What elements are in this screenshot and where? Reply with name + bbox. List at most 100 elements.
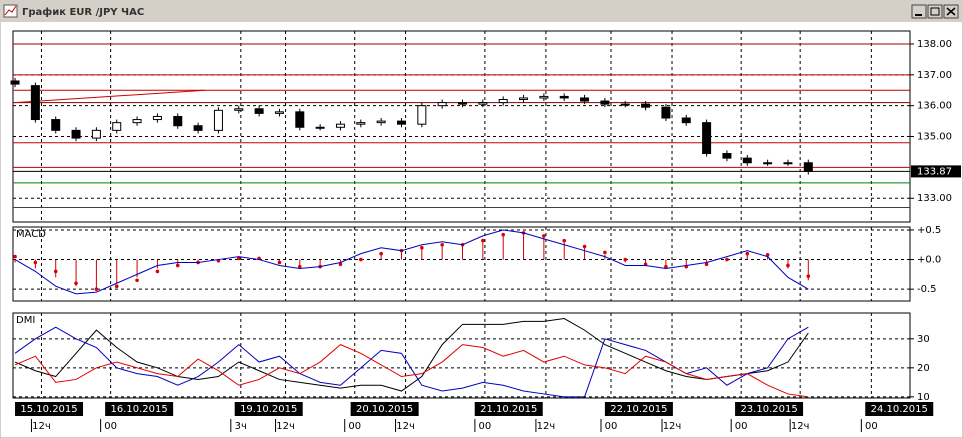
y-tick-label: 10	[917, 392, 930, 403]
signal-dot	[53, 269, 58, 274]
y-tick-label: 135.00	[917, 132, 952, 143]
signal-dot	[623, 257, 628, 262]
date-box	[350, 402, 419, 416]
window-icon-line	[4, 5, 17, 16]
signal-dot	[297, 264, 302, 269]
y-tick-label: 20	[917, 363, 930, 374]
date-label: 16.10.2015	[111, 404, 168, 415]
candle-body	[91, 129, 101, 139]
dmi-line	[14, 317, 809, 392]
candle-body	[71, 129, 81, 139]
candle-body	[620, 103, 630, 106]
date-box	[735, 402, 804, 416]
candle-body	[274, 111, 284, 114]
signal-dot	[725, 257, 729, 262]
price-panel	[12, 30, 911, 223]
x-tick-label: 12ч	[537, 421, 556, 432]
x-tick-label: 12ч	[663, 421, 682, 432]
signal-dot	[664, 264, 668, 269]
signal-dot	[114, 284, 119, 289]
date-box	[15, 402, 84, 416]
signal-dot	[562, 238, 567, 243]
date-box	[865, 402, 934, 416]
minimize-button[interactable]	[911, 4, 927, 19]
candle-body	[10, 80, 20, 85]
candle-body	[132, 119, 142, 124]
candle-body	[783, 162, 793, 165]
candle-body	[803, 162, 813, 172]
signal-dot	[379, 251, 383, 256]
signal-dot	[806, 274, 811, 278]
window-title: График EUR /JPY ЧАС	[22, 6, 144, 18]
signal-dot	[542, 234, 546, 238]
date-label: 20.10.2015	[356, 404, 413, 415]
signal-dot	[745, 251, 750, 256]
date-label: 23.10.2015	[740, 404, 797, 415]
signal-dot	[501, 232, 505, 237]
candle-body	[519, 97, 529, 101]
y-tick-label: 138.00	[917, 39, 952, 50]
date-box	[234, 402, 303, 416]
maximize-icon	[930, 7, 940, 16]
x-tick-label: 00	[348, 421, 361, 432]
candle-body	[722, 152, 732, 159]
price-label: 133.87	[917, 166, 952, 177]
close-icon	[946, 7, 956, 16]
date-label: 22.10.2015	[610, 404, 667, 415]
candle-body	[559, 95, 569, 99]
y-tick-label: +0.0	[917, 255, 941, 266]
y-tick-label: +0.5	[917, 225, 941, 236]
maximize-button[interactable]	[927, 4, 943, 19]
trendline	[15, 89, 206, 104]
candle-body	[30, 85, 40, 121]
signal-dot	[786, 263, 790, 268]
candle-body	[112, 122, 122, 131]
date-label: 24.10.2015	[871, 404, 928, 415]
x-tick-label: 00	[865, 421, 878, 432]
candle-body	[295, 111, 305, 128]
macd-line	[14, 229, 809, 295]
candle-body	[396, 120, 406, 125]
signal-dot	[74, 281, 78, 286]
candle-body	[742, 157, 752, 164]
date-label: 21.10.2015	[480, 404, 537, 415]
candle-body	[641, 103, 651, 108]
dmi-line	[14, 344, 809, 398]
candle-body	[376, 120, 386, 124]
signal-dot	[359, 257, 363, 262]
y-tick-label: -0.5	[917, 284, 937, 295]
signal-dot	[338, 262, 343, 267]
candle-body	[152, 115, 162, 121]
candle-body	[356, 122, 366, 125]
panel-title: DMI	[16, 315, 35, 326]
date-box	[474, 402, 543, 416]
panel-title: MACD	[16, 229, 46, 240]
x-tick-label: 00	[479, 421, 492, 432]
signal-dot	[420, 245, 424, 250]
candle-body	[213, 109, 223, 131]
candle-body	[702, 122, 712, 154]
candle-body	[417, 105, 427, 125]
candle-body	[193, 125, 203, 131]
x-tick-label: 00	[104, 421, 117, 432]
date-label: 19.10.2015	[240, 404, 297, 415]
signal-dot	[135, 278, 139, 283]
candle-body	[661, 106, 671, 119]
signal-dot	[33, 260, 38, 265]
y-tick-label: 136.00	[917, 101, 952, 112]
candle-body	[478, 102, 488, 105]
signal-dot	[603, 250, 607, 255]
candle-body	[335, 123, 345, 128]
title-bar	[0, 0, 963, 22]
x-tick-label: 12ч	[791, 421, 810, 432]
candle-body	[173, 115, 183, 127]
x-tick-label: 3ч	[235, 421, 247, 432]
signal-dot	[440, 242, 444, 247]
candle-body	[681, 117, 691, 124]
x-tick-label: 00	[735, 421, 748, 432]
x-tick-label: 00	[605, 421, 618, 432]
signal-dot	[582, 244, 587, 249]
y-tick-label: 137.00	[917, 70, 952, 81]
